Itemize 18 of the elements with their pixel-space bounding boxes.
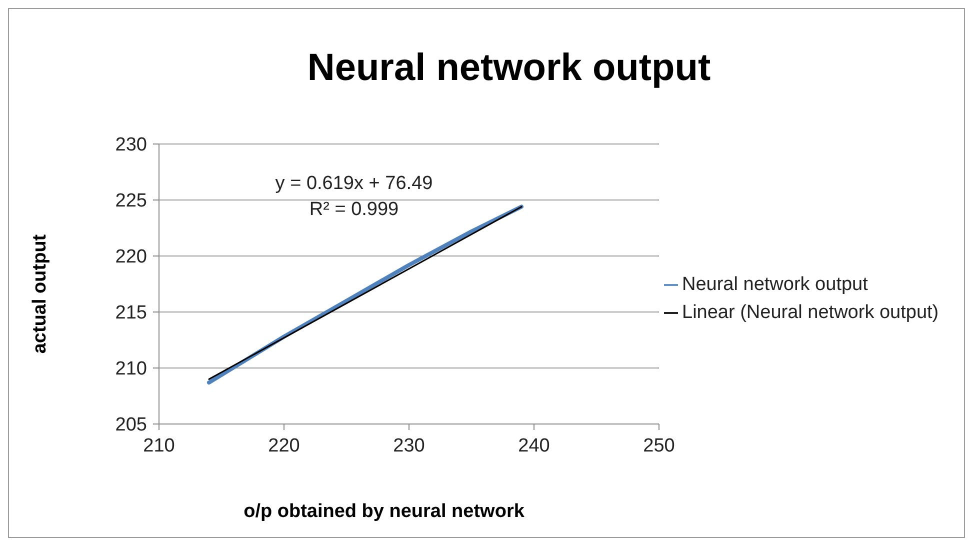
- x-tick-label: 250: [643, 435, 675, 456]
- annotation: y = 0.619x + 76.49: [274, 172, 434, 196]
- x-tick-label: 230: [393, 435, 425, 456]
- y-tick-label: 205: [115, 414, 147, 436]
- x-tick-label: 240: [518, 435, 550, 456]
- chart-title: Neural network output: [306, 47, 712, 90]
- y-tick-label: 225: [115, 190, 147, 212]
- x-tick-label: 220: [268, 435, 300, 456]
- annotation: R² = 0.999: [308, 198, 400, 222]
- legend-label: Linear (Neural network output): [682, 302, 939, 323]
- y-tick-label: 215: [115, 302, 147, 324]
- y-tick-label: 210: [115, 358, 147, 380]
- x-tick-label: 210: [143, 435, 175, 456]
- legend-label: Neural network output: [682, 274, 868, 295]
- y-tick-label: 220: [115, 246, 147, 268]
- y-tick-label: 230: [115, 134, 147, 156]
- y-axis-title: actual output: [30, 234, 52, 354]
- x-axis-title: o/p obtained by neural network: [242, 501, 526, 523]
